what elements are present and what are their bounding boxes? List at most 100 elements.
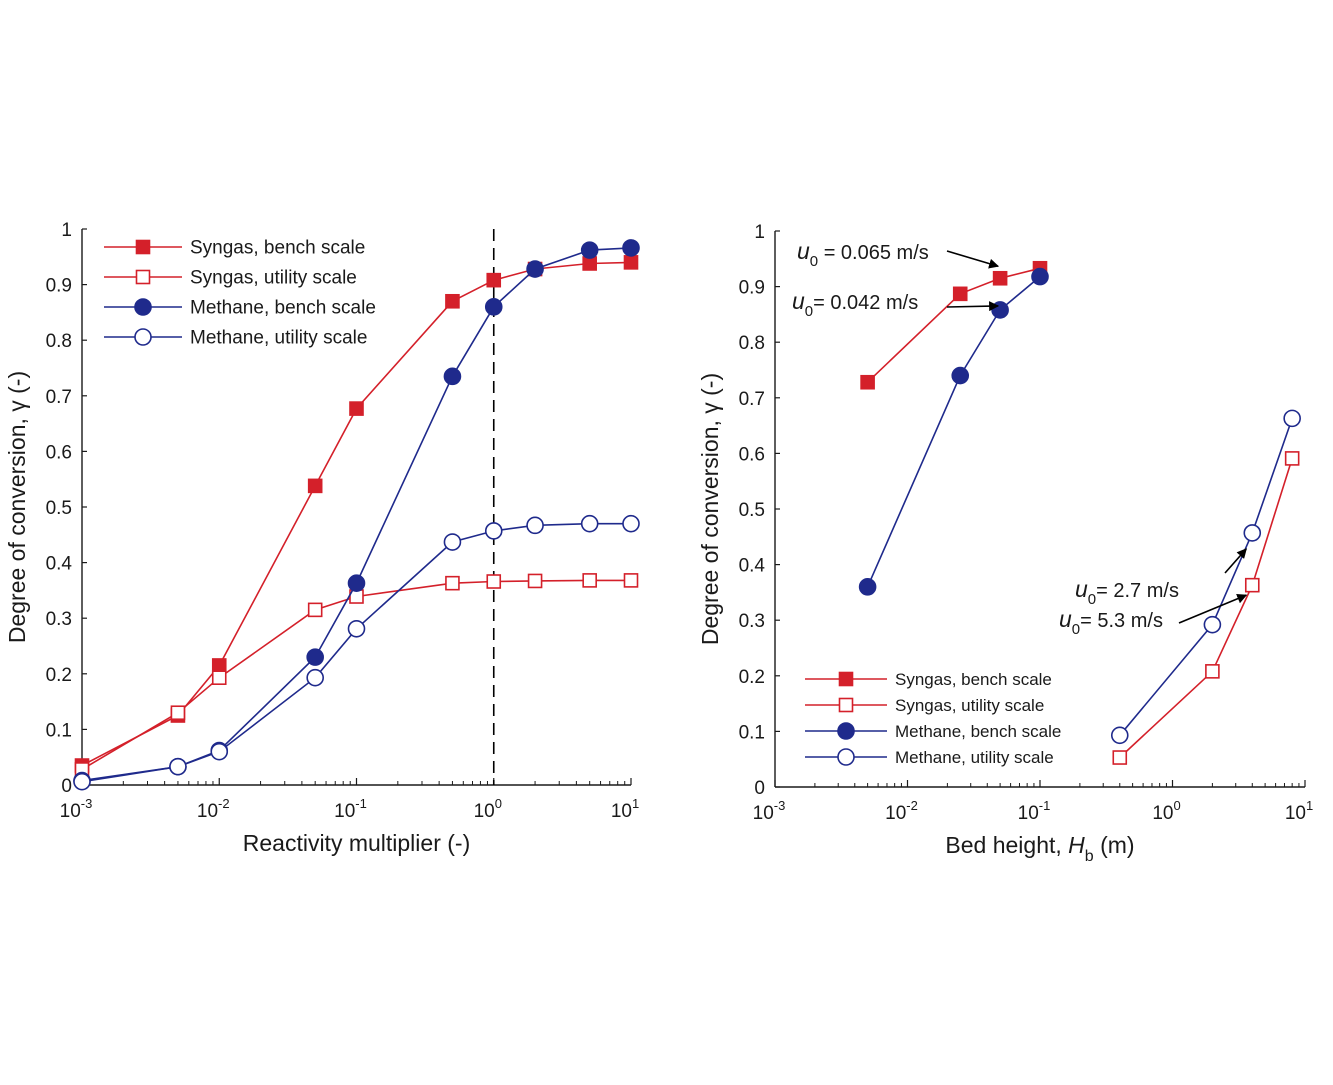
data-point [169, 757, 187, 776]
annotation-label: u0= 2.7 m/s [1075, 576, 1179, 608]
x-tick-label: 100 [1152, 798, 1180, 824]
data-point [211, 670, 227, 685]
data-point [580, 514, 599, 533]
annotation-arrow [946, 301, 1000, 312]
y-tick-label: 1 [61, 220, 72, 241]
legend-item: Methane, utility scale [805, 748, 1054, 767]
y-tick-label: 0.9 [739, 278, 765, 299]
x-tick-label: 10-1 [1018, 798, 1051, 824]
data-point [1112, 750, 1128, 765]
data-point [306, 668, 324, 687]
y-tick-label: 0.6 [739, 444, 765, 465]
legend-label: Syngas, bench scale [190, 238, 365, 259]
data-point [484, 298, 503, 316]
data-point [210, 742, 229, 761]
data-point [582, 573, 597, 588]
legend-label: Syngas, bench scale [895, 670, 1052, 689]
series-methane-utility-scale [73, 514, 640, 791]
data-point [527, 573, 543, 589]
legend-marker [135, 239, 151, 255]
data-point [860, 374, 875, 390]
annotation: u0= 0.042 m/s [792, 288, 1000, 320]
x-axis-label: Bed height, Hb (m) [945, 832, 1134, 865]
y-tick-label: 0.1 [46, 720, 72, 741]
y-tick-label: 0.9 [46, 276, 72, 297]
legend-item: Methane, bench scale [805, 722, 1061, 741]
data-point [486, 272, 502, 288]
data-point [1284, 451, 1300, 466]
legend: Syngas, bench scale Syngas, utility scale… [104, 238, 376, 349]
data-point [858, 578, 877, 596]
y-tick-label: 0.8 [46, 331, 72, 352]
data-point [952, 286, 968, 302]
series-line [81, 522, 631, 783]
legend-marker [134, 298, 152, 316]
x-tick-label: 10-2 [885, 798, 918, 824]
series-line [1119, 458, 1293, 759]
x-tick-label: 10-2 [197, 796, 230, 822]
legend-marker [838, 697, 854, 713]
x-tick-label: 10-3 [753, 798, 786, 824]
data-point [1205, 664, 1220, 679]
data-point [951, 366, 970, 385]
data-point [1110, 726, 1129, 745]
y-tick-label: 0.3 [46, 609, 72, 630]
x-tick-label: 100 [474, 796, 502, 822]
x-tick-label: 10-3 [60, 796, 93, 822]
legend-item: Syngas, bench scale [104, 238, 365, 259]
annotation: u0 = 0.065 m/s [797, 238, 1000, 270]
data-point [347, 619, 366, 638]
x-tick-label: 101 [611, 796, 639, 822]
y-tick-label: 0.5 [739, 500, 765, 521]
x-tick-label: 10-1 [334, 796, 367, 822]
legend-item: Methane, utility scale [104, 328, 367, 349]
annotation: u0= 2.7 m/s [1075, 548, 1247, 608]
data-point [170, 705, 186, 721]
y-tick-label: 0.1 [739, 722, 765, 743]
data-point [73, 772, 91, 791]
legend-marker [838, 671, 854, 687]
data-point [1031, 267, 1049, 286]
data-point [991, 301, 1009, 319]
series-line [81, 579, 631, 771]
annotation-arrow [1178, 593, 1248, 624]
legend-label: Methane, bench scale [895, 722, 1061, 741]
legend-item: Syngas, utility scale [805, 696, 1044, 715]
y-tick-label: 0 [61, 776, 72, 797]
data-point [445, 293, 460, 309]
data-point [211, 658, 227, 673]
chart-panel-1: 0 0.1 0.2 0.3 0.4 0.5 0.6 0.7 0.8 0.9 1 10-3 10-2 10-… [4, 220, 640, 856]
data-point [623, 255, 639, 270]
y-tick-label: 0.7 [739, 389, 765, 410]
legend-item: Syngas, bench scale [805, 670, 1052, 689]
y-tick-label: 0.4 [46, 554, 73, 575]
chart-panel-2: 0 0.1 0.2 0.3 0.4 0.5 0.6 0.7 0.8 0.9 1 10-3 10-2 10-… [697, 222, 1313, 865]
x-tick-label: 101 [1285, 798, 1313, 824]
y-tick-label: 0.8 [739, 333, 765, 354]
series-syngas-utility-scale [1112, 451, 1300, 765]
x-axis-label: Reactivity multiplier (-) [243, 830, 470, 856]
data-point [445, 575, 460, 591]
data-point [526, 516, 544, 535]
y-axis-label: Degree of conversion, γ (-) [4, 371, 30, 643]
data-point [307, 478, 323, 494]
series-methane-bench-scale [858, 267, 1049, 596]
data-point [307, 602, 323, 618]
series-line [1119, 418, 1293, 736]
y-tick-label: 0.3 [739, 611, 765, 632]
data-point [580, 241, 599, 259]
y-tick-label: 1 [754, 222, 765, 243]
legend: Syngas, bench scale Syngas, utility scale… [805, 670, 1061, 767]
series-line [867, 267, 1041, 383]
data-point [443, 367, 462, 386]
y-tick-label: 0 [754, 778, 765, 799]
data-point [623, 573, 639, 588]
data-point [526, 260, 544, 278]
annotation-label: u0= 5.3 m/s [1059, 606, 1163, 638]
data-point [443, 533, 462, 551]
legend-marker [837, 748, 855, 766]
annotation-label: u0 = 0.065 m/s [797, 238, 929, 270]
data-point [622, 514, 640, 533]
legend-marker [837, 722, 855, 740]
